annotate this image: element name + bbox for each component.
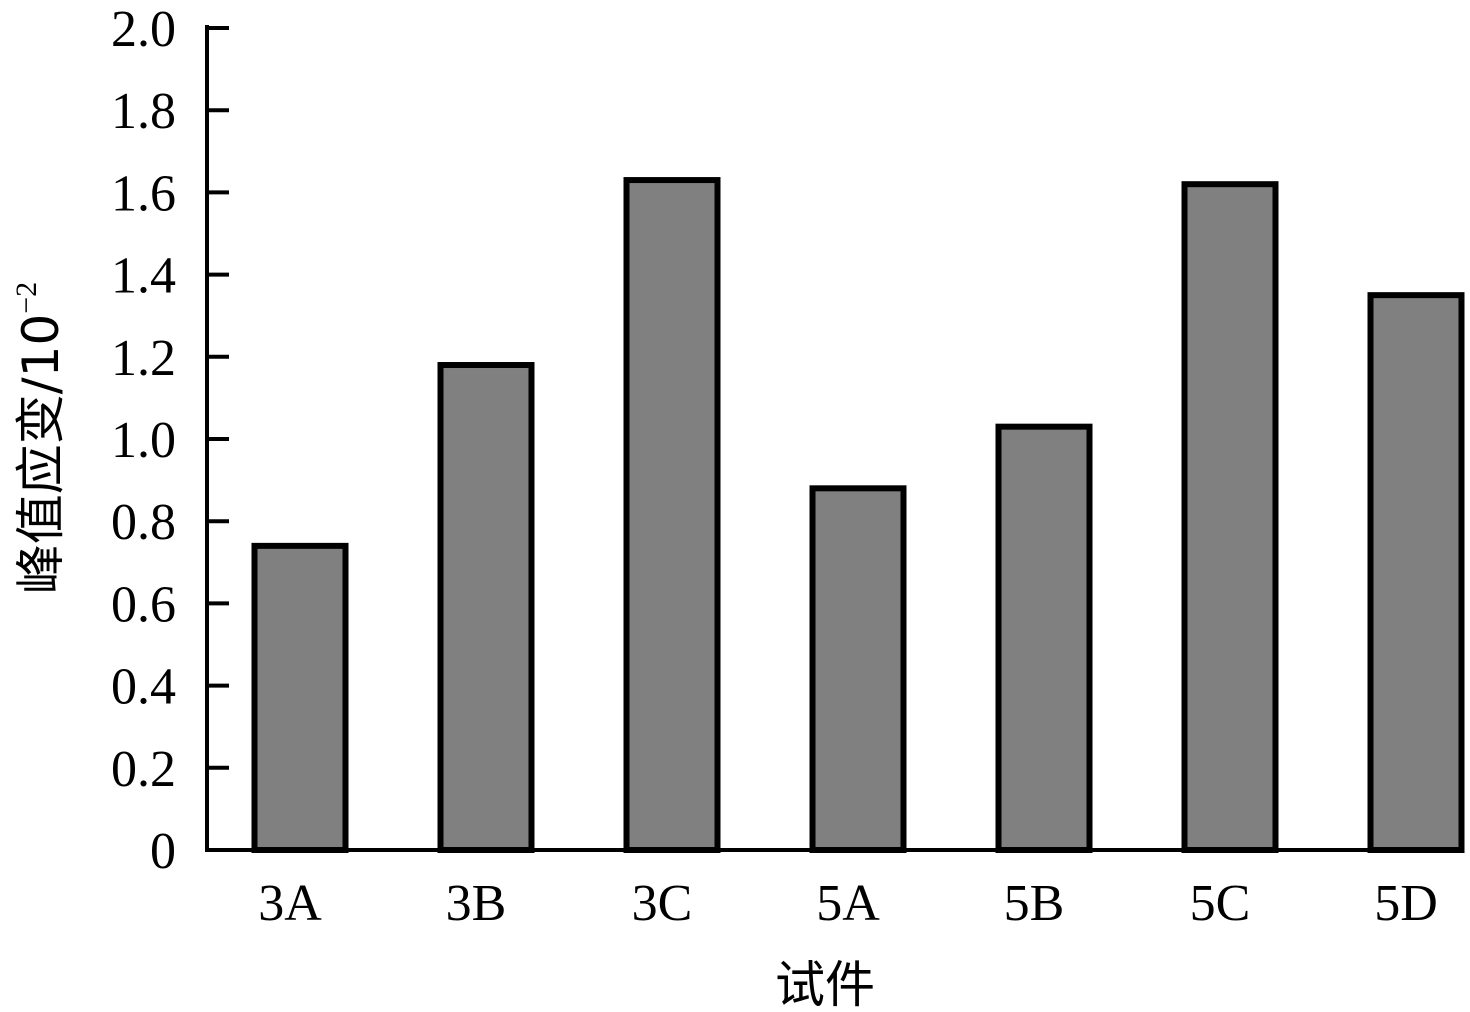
x-tick-label: 5C <box>1190 875 1251 932</box>
bar-3C <box>623 177 721 853</box>
y-tick-label: 0.8 <box>111 494 176 551</box>
x-tick-label: 5D <box>1374 875 1438 932</box>
bars-group <box>251 177 1465 853</box>
y-tick-label: 1.8 <box>111 83 176 140</box>
y-tick-label: 1.6 <box>111 165 176 222</box>
bar-5B <box>995 423 1093 853</box>
x-tick-label: 5A <box>816 875 880 932</box>
y-tick-label: 1.2 <box>111 330 176 387</box>
bar-5A <box>809 485 907 853</box>
y-tick-label: 0 <box>150 823 176 880</box>
y-tick-label: 0.6 <box>111 576 176 633</box>
y-axis-title-text: 峰值应变/10 <box>12 314 70 594</box>
bar-5D <box>1367 292 1465 853</box>
y-tick-label: 1.4 <box>111 248 176 305</box>
bar-3A <box>251 542 349 853</box>
bar-5C <box>1181 181 1279 853</box>
x-ticks-group: 3A 3B 3C 5A 5B 5C 5D <box>258 875 1438 932</box>
x-tick-label: 5B <box>1004 875 1065 932</box>
y-tick-label: 2.0 <box>111 1 176 58</box>
y-axis-title-superscript: −2 <box>10 282 43 314</box>
y-ticks-group: 0 0.2 0.4 0.6 0.8 1.0 1.2 1.4 1.6 1.8 2.0 <box>111 1 229 880</box>
x-axis-title: 试件 <box>775 956 875 1012</box>
x-tick-label: 3A <box>258 875 322 932</box>
y-tick-label: 0.2 <box>111 741 176 798</box>
bar-3B <box>437 362 535 853</box>
y-axis-title: 峰值应变/10−2 <box>10 282 70 594</box>
y-tick-label: 0.4 <box>111 659 176 716</box>
x-tick-label: 3C <box>632 875 693 932</box>
x-tick-label: 3B <box>446 875 507 932</box>
y-tick-label: 1.0 <box>111 412 176 469</box>
